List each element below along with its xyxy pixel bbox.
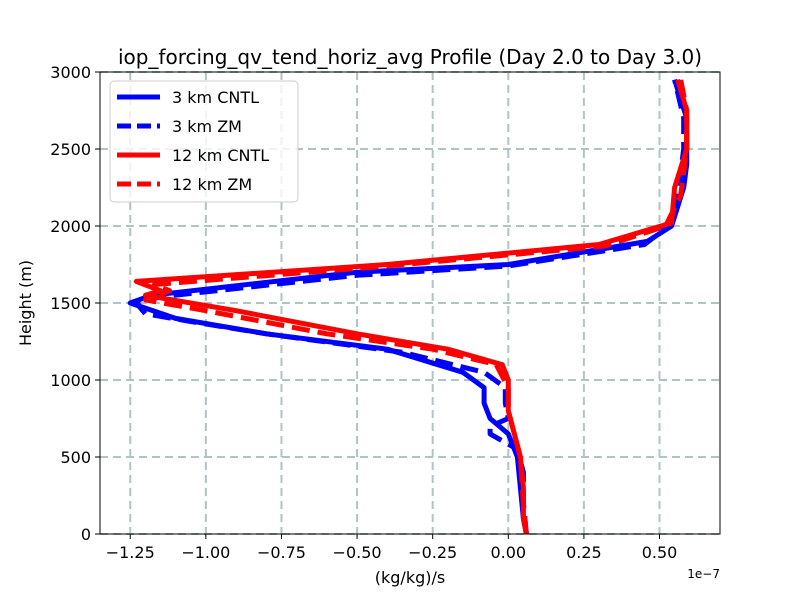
- y-tick-label: 2000: [50, 217, 91, 236]
- y-tick-label: 1500: [50, 294, 91, 313]
- x-tick-label: 0.00: [490, 543, 526, 562]
- x-axis-label: (kg/kg)/s: [375, 568, 445, 587]
- series-line-12-km-zm: [142, 79, 690, 535]
- x-tick-label: −0.50: [333, 543, 382, 562]
- y-axis-ticks: 0 500 1000 1500 2000 2500 3000: [50, 63, 100, 544]
- x-tick-label: −0.25: [408, 543, 457, 562]
- legend-label: 3 km ZM: [172, 117, 242, 136]
- x-axis-ticks: −1.25 −1.00 −0.75 −0.50 −0.25 0.00 0.25 0.50: [106, 534, 678, 562]
- x-tick-label: 0.50: [642, 543, 678, 562]
- chart-title: iop_forcing_qv_tend_horiz_avg Profile (D…: [118, 45, 702, 69]
- legend-label: 3 km CNTL: [172, 88, 259, 107]
- y-tick-label: 500: [60, 448, 91, 467]
- grid-lines: [100, 71, 720, 535]
- legend: 3 km CNTL 3 km ZM 12 km CNTL 12 km ZM: [109, 80, 299, 203]
- series-lines: [127, 78, 690, 535]
- y-tick-label: 3000: [50, 63, 91, 82]
- legend-box: [109, 80, 299, 203]
- x-tick-label: −1.25: [106, 543, 155, 562]
- x-tick-label: −0.75: [257, 543, 306, 562]
- legend-label: 12 km ZM: [172, 175, 252, 194]
- x-tick-label: 0.25: [566, 543, 602, 562]
- legend-label: 12 km CNTL: [172, 146, 269, 165]
- x-tick-label: −1.00: [181, 543, 230, 562]
- x-axis-offset-label: 1e−7: [687, 567, 720, 581]
- y-tick-label: 2500: [50, 140, 91, 159]
- y-axis-label: Height (m): [16, 260, 35, 346]
- y-tick-label: 1000: [50, 371, 91, 390]
- y-tick-label: 0: [81, 525, 91, 544]
